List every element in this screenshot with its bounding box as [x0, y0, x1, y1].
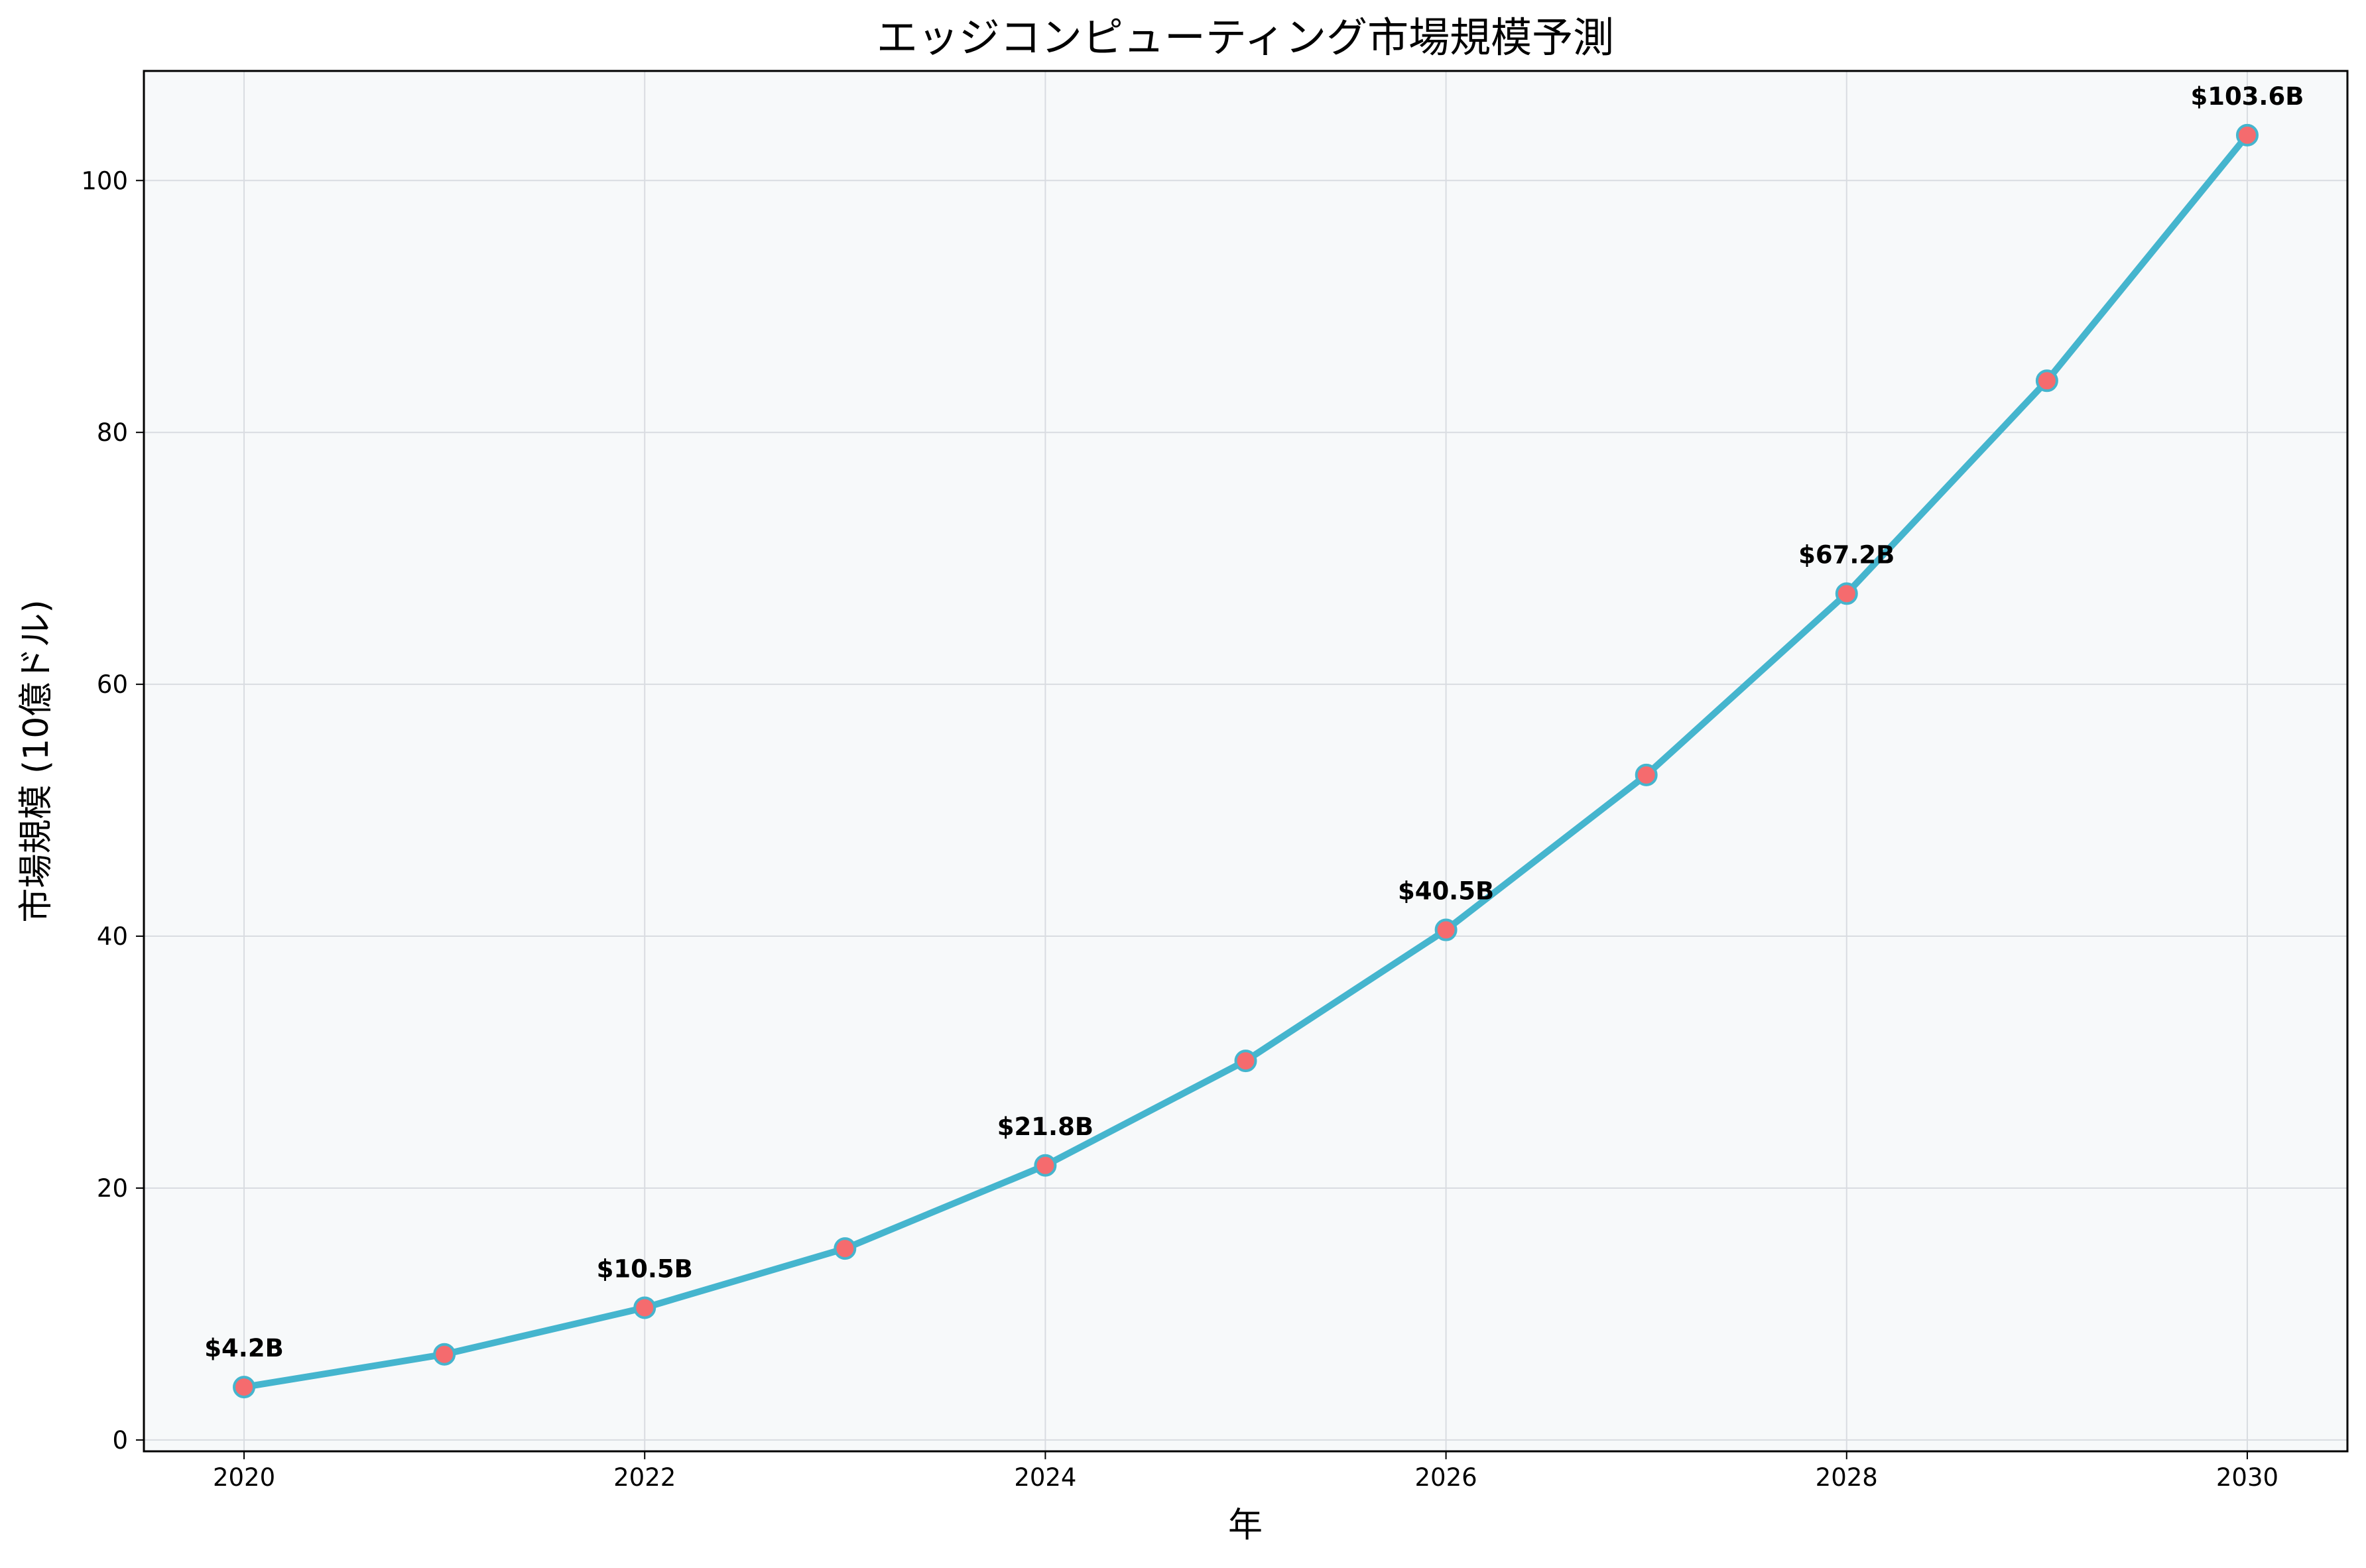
- data-point: [1234, 1050, 1257, 1073]
- axis-ticks: 2020 2022 2024 2026 2028 2030 0 20 40 60 80 100: [81, 166, 2278, 1492]
- data-point: [433, 1343, 456, 1366]
- data-label: $10.5B: [597, 1254, 693, 1283]
- chart-title: エッジコンピューティング市場規模予測: [877, 13, 1614, 62]
- y-tick-label: 100: [81, 166, 128, 195]
- x-tick-label: 2030: [2216, 1463, 2278, 1492]
- y-tick-label: 80: [97, 418, 128, 447]
- data-point: [1635, 763, 1658, 786]
- data-point: [1835, 582, 1858, 605]
- x-tick-label: 2026: [1415, 1463, 1477, 1492]
- data-point: [834, 1237, 857, 1260]
- y-tick-label: 60: [97, 670, 128, 699]
- y-tick-label: 20: [97, 1174, 128, 1203]
- data-point: [1434, 918, 1458, 941]
- x-tick-label: 2028: [1816, 1463, 1878, 1492]
- data-point: [2035, 369, 2058, 392]
- data-label: $21.8B: [997, 1113, 1093, 1141]
- data-point: [233, 1376, 256, 1399]
- data-point: [1034, 1154, 1057, 1177]
- plot-frame: [143, 70, 2349, 1453]
- data-points: [233, 123, 2259, 1399]
- data-labels: $4.2B $10.5B $21.8B $40.5B $67.2B $103.6B: [204, 82, 2304, 1362]
- plot-area: [144, 71, 2347, 1451]
- y-tick-label: 40: [97, 922, 128, 951]
- x-axis-label: 年: [1228, 1506, 1263, 1545]
- y-axis-label: 市場規模 (10億ドル): [17, 599, 56, 922]
- data-label: $103.6B: [2190, 82, 2304, 111]
- data-point: [633, 1296, 656, 1319]
- grid: [144, 71, 2347, 1451]
- data-label: $4.2B: [204, 1334, 284, 1362]
- data-label: $67.2B: [1798, 540, 1895, 569]
- data-label: $40.5B: [1398, 877, 1494, 906]
- y-tick-label: 0: [112, 1426, 128, 1455]
- data-point: [2235, 123, 2259, 147]
- x-tick-label: 2024: [1014, 1463, 1076, 1492]
- x-tick-label: 2020: [213, 1463, 275, 1492]
- x-tick-label: 2022: [613, 1463, 676, 1492]
